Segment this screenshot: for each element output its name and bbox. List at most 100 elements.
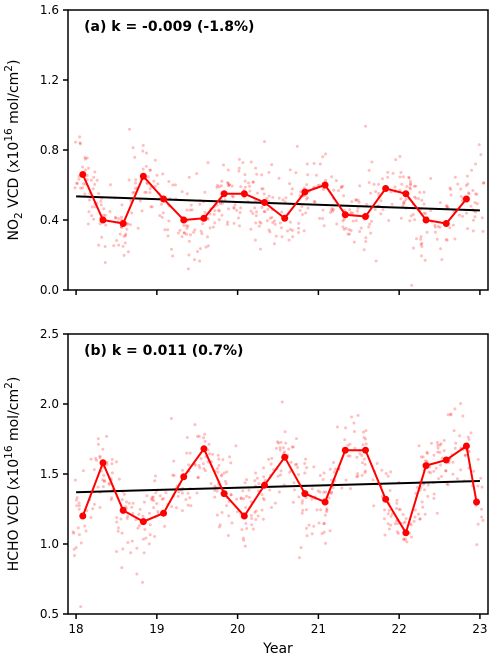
scatter-point	[357, 414, 360, 417]
scatter-point	[271, 196, 274, 199]
monthly-marker	[261, 482, 268, 489]
scatter-point	[108, 483, 111, 486]
scatter-point	[227, 207, 230, 210]
scatter-point	[343, 228, 346, 231]
scatter-point	[161, 173, 164, 176]
scatter-point	[341, 219, 344, 222]
scatter-point	[410, 284, 413, 287]
monthly-marker	[463, 443, 470, 450]
scatter-point	[93, 170, 96, 173]
scatter-point	[287, 448, 290, 451]
scatter-point	[355, 219, 358, 222]
scatter-point	[349, 487, 352, 490]
scatter-point	[201, 222, 204, 225]
scatter-point	[313, 162, 316, 165]
scatter-point	[268, 488, 271, 491]
scatter-point	[257, 482, 260, 485]
scatter-point	[361, 443, 364, 446]
scatter-point	[121, 498, 124, 501]
scatter-point	[305, 527, 308, 530]
scatter-point	[173, 474, 176, 477]
scatter-point	[234, 203, 237, 206]
plot-area	[68, 10, 488, 290]
monthly-marker	[140, 173, 147, 180]
scatter-point	[274, 502, 277, 505]
monthly-marker	[140, 518, 147, 525]
scatter-point	[315, 174, 318, 177]
scatter-point	[130, 506, 133, 509]
scatter-point	[380, 469, 383, 472]
scatter-point	[292, 501, 295, 504]
scatter-point	[224, 480, 227, 483]
scatter-point	[102, 474, 105, 477]
scatter-point	[148, 191, 151, 194]
scatter-point	[467, 435, 470, 438]
scatter-point	[280, 210, 283, 213]
scatter-point	[278, 491, 281, 494]
scatter-point	[477, 523, 480, 526]
scatter-point	[262, 187, 265, 190]
scatter-point	[187, 492, 190, 495]
scatter-point	[244, 506, 247, 509]
scatter-point	[120, 203, 123, 206]
scatter-point	[420, 243, 423, 246]
scatter-point	[142, 144, 145, 147]
scatter-point	[381, 208, 384, 211]
scatter-point	[254, 221, 257, 224]
ytick-label: 0.4	[40, 213, 59, 227]
scatter-point	[241, 489, 244, 492]
scatter-point	[364, 240, 367, 243]
scatter-point	[472, 219, 475, 222]
scatter-point	[395, 507, 398, 510]
scatter-point	[297, 231, 300, 234]
scatter-point	[220, 473, 223, 476]
scatter-point	[243, 481, 246, 484]
scatter-point	[128, 179, 131, 182]
scatter-point	[394, 158, 397, 161]
scatter-point	[254, 239, 257, 242]
scatter-point	[472, 470, 475, 473]
scatter-point	[235, 209, 238, 212]
scatter-point	[404, 520, 407, 523]
scatter-point	[137, 513, 140, 516]
scatter-point	[420, 199, 423, 202]
scatter-point	[198, 466, 201, 469]
scatter-point	[325, 507, 328, 510]
xtick-label: 18	[68, 622, 83, 636]
scatter-point	[78, 135, 81, 138]
scatter-point	[115, 460, 118, 463]
scatter-point	[425, 451, 428, 454]
scatter-point	[187, 253, 190, 256]
scatter-point	[250, 514, 253, 517]
scatter-point	[391, 203, 394, 206]
scatter-point	[244, 186, 247, 189]
scatter-point	[81, 165, 84, 168]
scatter-point	[209, 226, 212, 229]
scatter-point	[306, 162, 309, 165]
scatter-point	[100, 236, 103, 239]
scatter-point	[79, 141, 82, 144]
scatter-point	[142, 538, 145, 541]
scatter-point	[90, 214, 93, 217]
scatter-point	[429, 177, 432, 180]
scatter-point	[182, 224, 185, 227]
scatter-point	[97, 486, 100, 489]
scatter-point	[143, 528, 146, 531]
xtick-label: 23	[472, 622, 487, 636]
scatter-point	[132, 502, 135, 505]
scatter-point	[319, 162, 322, 165]
scatter-point	[402, 201, 405, 204]
scatter-point	[352, 220, 355, 223]
scatter-point	[93, 503, 96, 506]
scatter-point	[78, 508, 81, 511]
scatter-point	[296, 466, 299, 469]
scatter-point	[482, 182, 485, 185]
scatter-point	[134, 178, 137, 181]
scatter-point	[377, 192, 380, 195]
scatter-point	[279, 221, 282, 224]
scatter-point	[348, 208, 351, 211]
scatter-point	[245, 527, 248, 530]
scatter-point	[196, 476, 199, 479]
scatter-point	[288, 182, 291, 185]
scatter-point	[344, 479, 347, 482]
